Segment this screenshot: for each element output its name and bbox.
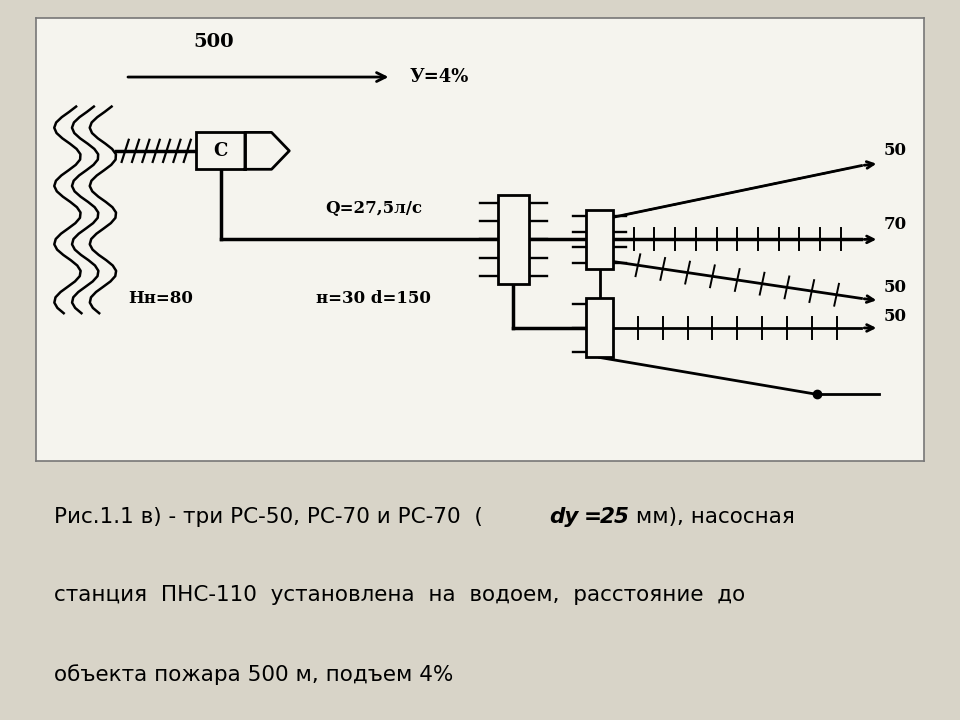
Text: 50: 50 — [883, 308, 906, 325]
FancyBboxPatch shape — [587, 210, 613, 269]
Text: 50: 50 — [883, 143, 906, 159]
Text: dy: dy — [549, 507, 579, 527]
Text: н=30 d=150: н=30 d=150 — [316, 290, 431, 307]
Text: 50: 50 — [883, 279, 906, 296]
Text: 25: 25 — [600, 507, 630, 527]
Text: 70: 70 — [883, 216, 907, 233]
Text: объекта пожара 500 м, подъем 4%: объекта пожара 500 м, подъем 4% — [54, 664, 453, 685]
Text: мм), насосная: мм), насосная — [629, 507, 795, 527]
Text: =: = — [584, 507, 602, 527]
FancyBboxPatch shape — [587, 299, 613, 358]
Text: станция  ПНС-110  установлена  на  водоем,  расстояние  до: станция ПНС-110 установлена на водоем, р… — [54, 585, 746, 606]
FancyBboxPatch shape — [497, 195, 529, 284]
Text: Q=27,5л/с: Q=27,5л/с — [325, 200, 422, 217]
FancyBboxPatch shape — [196, 132, 245, 169]
Text: Рис.1.1 в) - три РС-50, РС-70 и РС-70  (: Рис.1.1 в) - три РС-50, РС-70 и РС-70 ( — [54, 507, 483, 527]
Text: Нн=80: Нн=80 — [129, 290, 193, 307]
Text: С: С — [213, 142, 228, 160]
Text: 500: 500 — [194, 33, 234, 51]
Text: У=4%: У=4% — [409, 68, 468, 86]
